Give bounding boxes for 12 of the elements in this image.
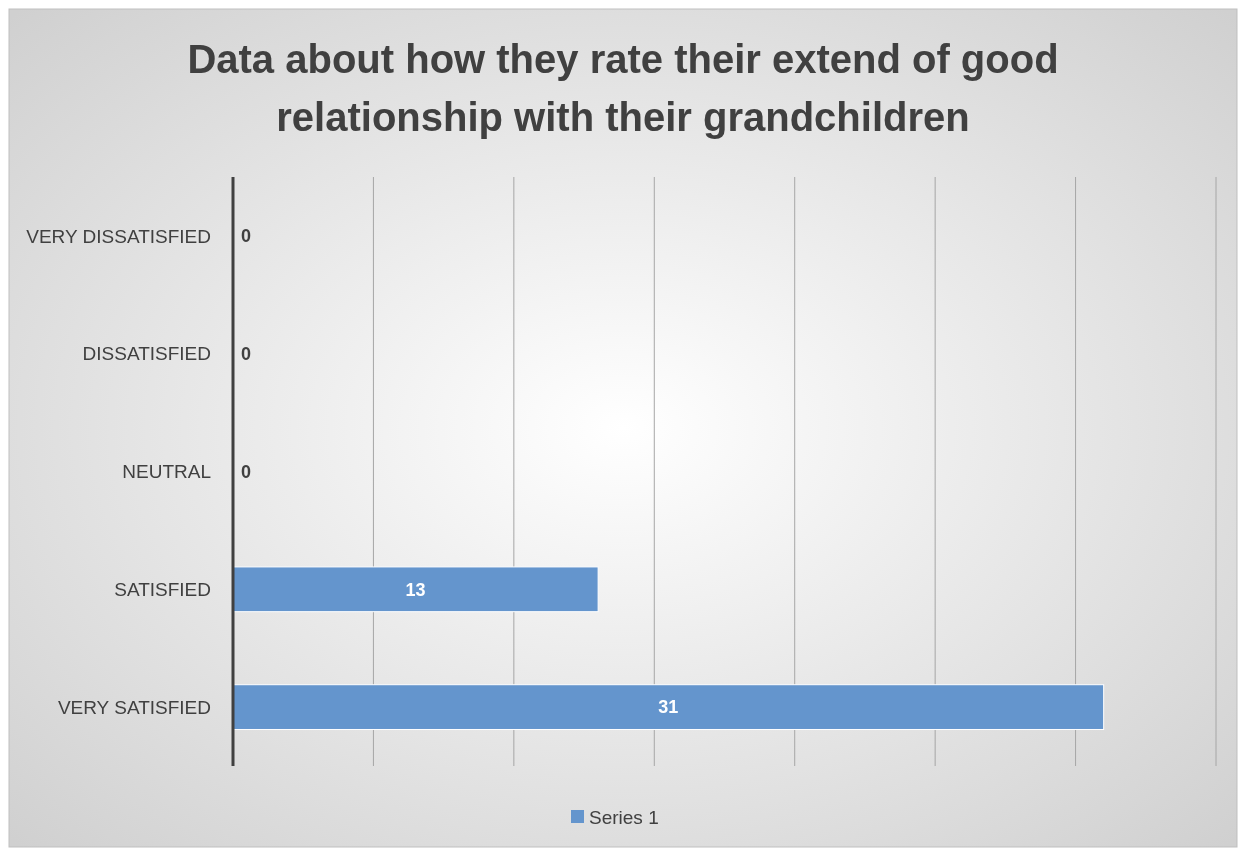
y-tick-label: VERY SATISFIED — [57, 696, 211, 718]
y-tick-label: DISSATISFIED — [82, 343, 211, 365]
chart-title: Data about how they rate their extend of good relationship with their grandchildren — [187, 37, 1059, 139]
data-label: 13 — [405, 579, 426, 600]
data-label: 31 — [658, 697, 679, 718]
data-label: 0 — [241, 226, 252, 247]
y-tick-label: VERY DISSATISFIED — [26, 225, 211, 247]
data-label: 0 — [241, 344, 252, 364]
y-tick-label: NEUTRAL — [122, 461, 211, 483]
text: Series 1 — [589, 806, 659, 828]
data-label: 0 — [241, 461, 252, 482]
y-tick-label: SATISFIED — [114, 578, 211, 600]
